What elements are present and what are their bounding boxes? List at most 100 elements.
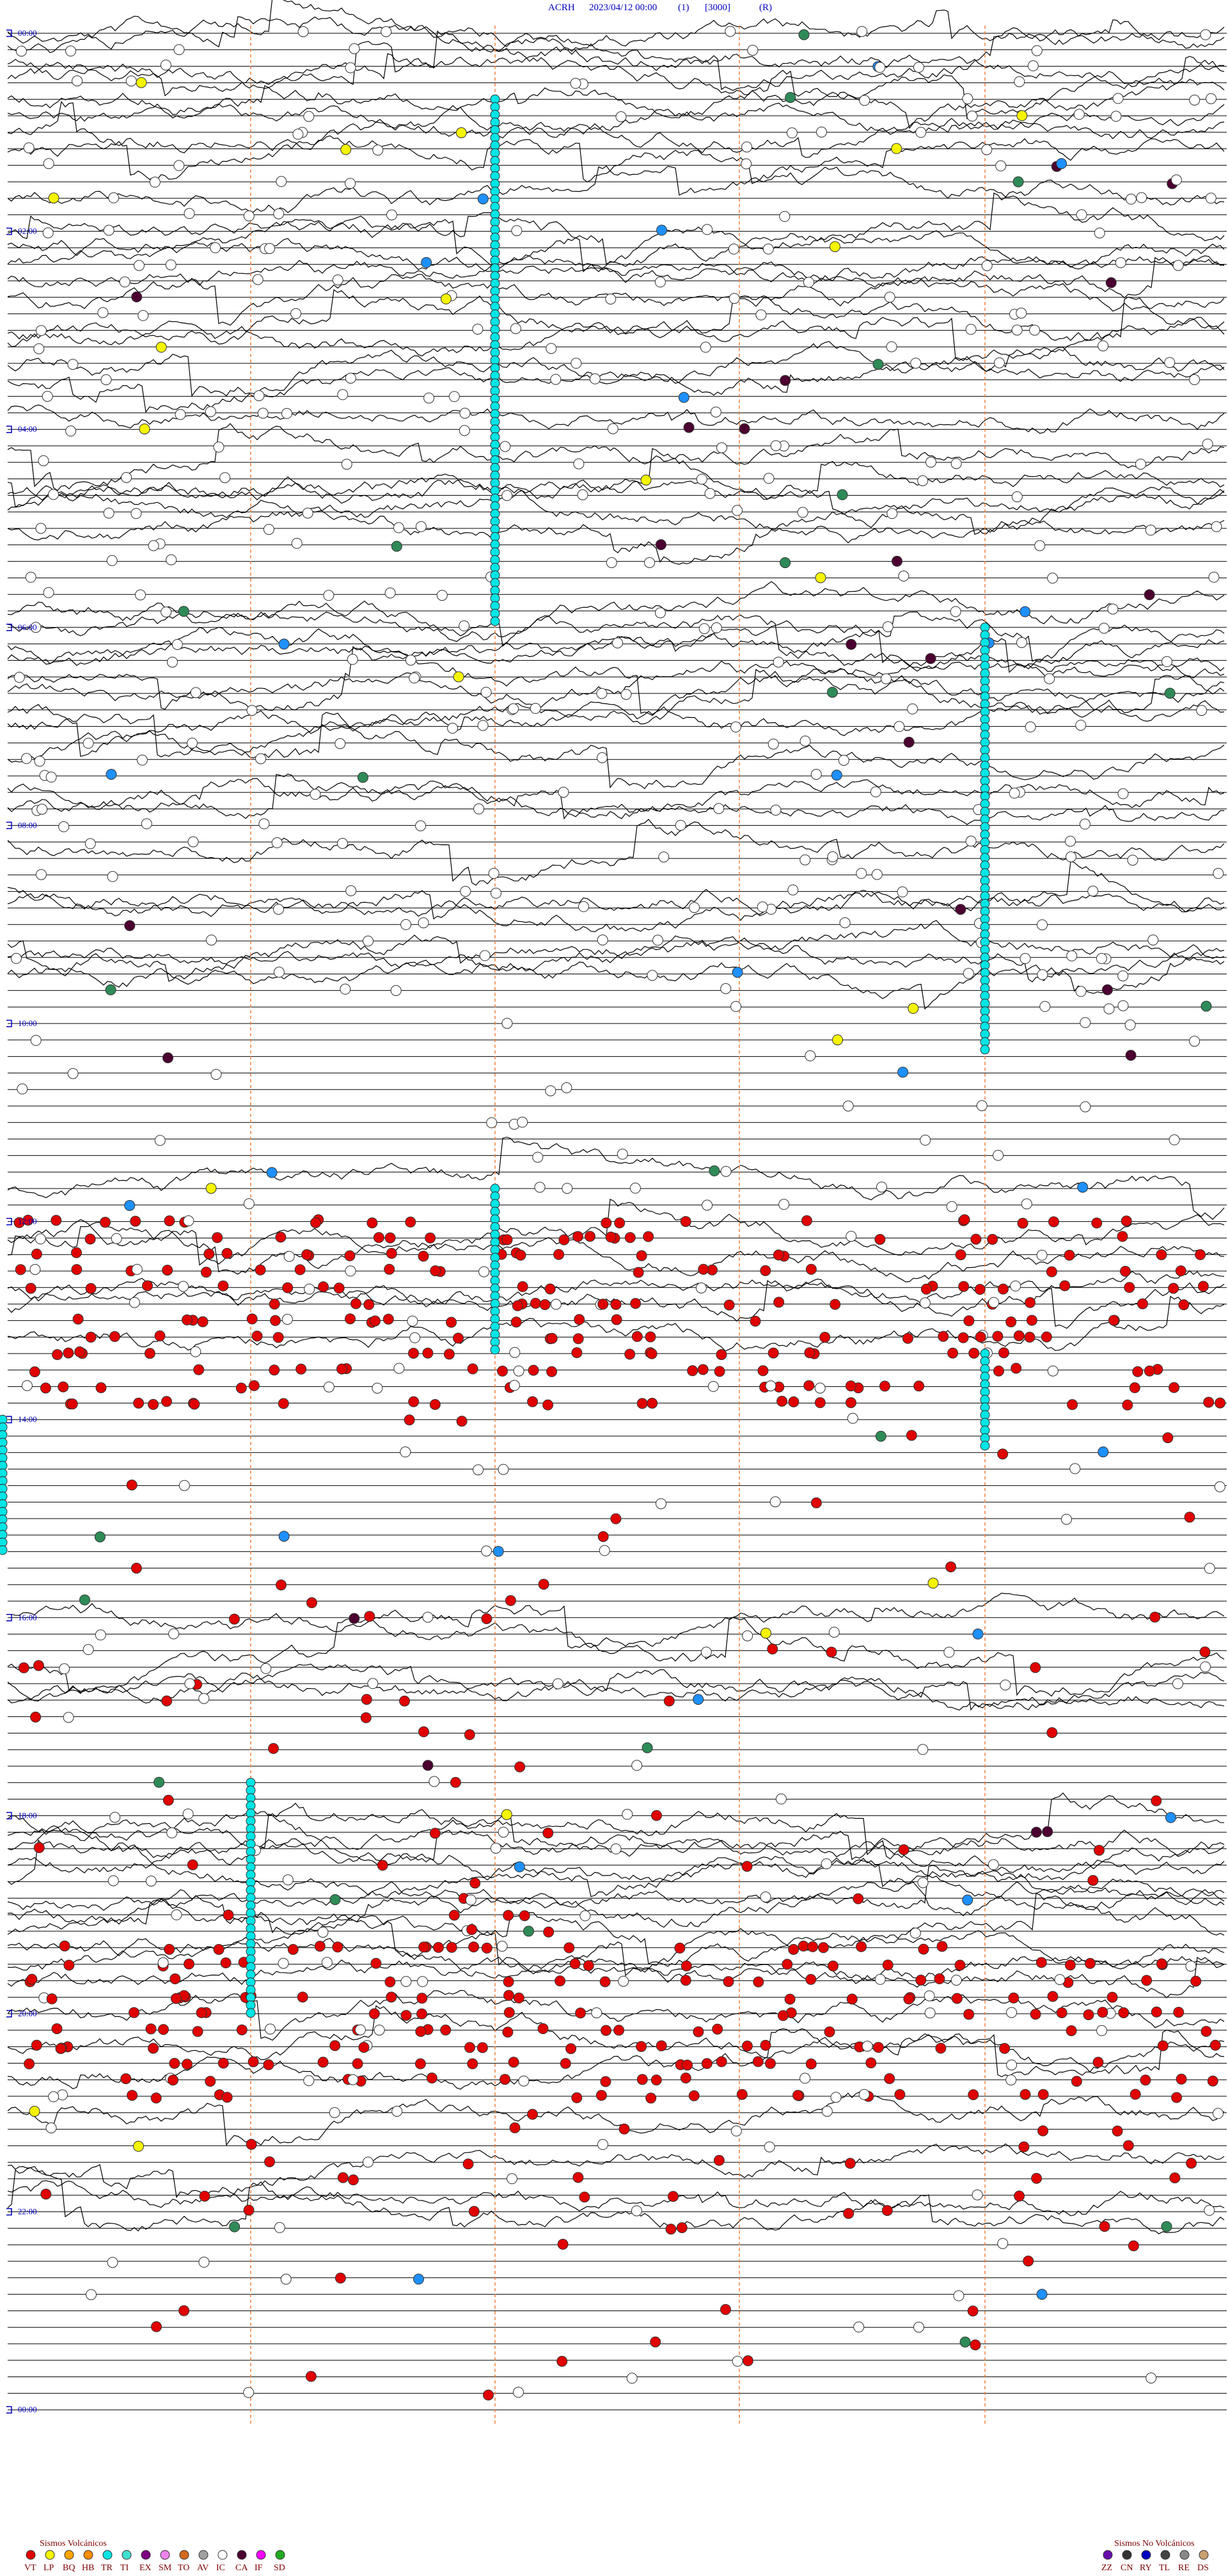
legend-dot (179, 2550, 189, 2560)
event-dot (938, 1331, 949, 1342)
legend-code: LP (43, 2563, 54, 2573)
event-dot (571, 358, 582, 369)
event-dot (472, 324, 484, 335)
event-dot (363, 1299, 375, 1310)
event-dot (503, 2007, 515, 2018)
legend-code: SD (274, 2563, 285, 2573)
event-dot (599, 1976, 611, 1987)
legend-dot (45, 2550, 55, 2560)
event-dot (33, 1842, 45, 1853)
event-dot (345, 178, 356, 189)
event-dot (1046, 1727, 1058, 1739)
event-dot (182, 2058, 193, 2070)
legend-code: IC (216, 2563, 225, 2573)
event-dot (599, 1545, 610, 1556)
event-dot (488, 867, 500, 879)
event-dot (29, 1366, 40, 1377)
event-dot (697, 1364, 709, 1375)
time-marker (6, 2406, 12, 2414)
event-dot (909, 1927, 921, 1939)
event-dot (361, 1694, 372, 1705)
event-dot (243, 2204, 255, 2216)
event-dot (654, 276, 666, 288)
event-dot (828, 1627, 840, 1638)
event-dot (1132, 1366, 1144, 1377)
event-dot (106, 555, 118, 566)
event-dot (317, 1927, 329, 1938)
event-dot (562, 1183, 573, 1194)
event-dot (617, 1148, 628, 1160)
event-dot (976, 1100, 988, 1111)
event-dot (858, 2089, 870, 2100)
event-dot (732, 505, 743, 516)
event-dot (111, 1233, 122, 1244)
event-dot (121, 472, 132, 483)
event-dot (903, 736, 915, 748)
event-dot (663, 1695, 675, 1707)
event-dot (1056, 158, 1067, 170)
event-dot (303, 2075, 315, 2087)
event-dot (51, 1215, 62, 1226)
event-dot (837, 489, 848, 500)
event-dot (651, 1810, 662, 1821)
event-dot (1023, 2256, 1034, 2267)
event-dot (302, 507, 313, 519)
event-dot (714, 1366, 725, 1377)
event-dot (455, 127, 467, 138)
event-dot (636, 1250, 647, 1261)
event-dot (788, 1944, 799, 1955)
event-dot (539, 1299, 551, 1310)
event-dot (741, 2041, 753, 2051)
event-dot (1178, 1299, 1190, 1311)
event-dot (607, 423, 618, 434)
event-dot (700, 342, 711, 353)
legend-code: TO (178, 2563, 189, 2573)
seismic-trace (7, 1592, 1225, 1649)
event-dot (797, 507, 808, 518)
event-dot (192, 2026, 203, 2037)
event-dot (988, 1297, 1000, 1308)
event-dot (297, 1991, 308, 2003)
event-dot (817, 1942, 829, 1954)
event-dot (1076, 209, 1087, 221)
event-dot (1041, 1331, 1052, 1343)
event-dot (924, 1990, 935, 2002)
event-dot (954, 1959, 966, 1971)
event-dot (1096, 2025, 1108, 2036)
event-dot (36, 803, 48, 815)
event-dot (1018, 2141, 1030, 2153)
event-dot (107, 2257, 118, 2268)
event-dot (998, 1347, 1009, 1359)
event-dot (777, 2010, 789, 2021)
event-dot (828, 1960, 838, 1972)
seismic-trace (7, 612, 1225, 674)
event-dot (72, 75, 83, 86)
event-dot (947, 1347, 959, 1359)
event-dot (100, 1217, 111, 1228)
event-dot (1176, 2073, 1187, 2085)
event-dot (1067, 1399, 1078, 1410)
event-dot (219, 472, 231, 484)
event-dot (418, 917, 429, 929)
event-dot (1046, 1266, 1057, 1277)
event-dot (1203, 1396, 1215, 1408)
event-dot (178, 1281, 189, 1292)
event-dot (950, 1975, 962, 1986)
event-dot (161, 1396, 172, 1407)
event-dot (968, 1347, 980, 1359)
event-dot (357, 771, 368, 783)
legend-title: Sismos Volcánicos (40, 2539, 107, 2548)
event-dot (1091, 1217, 1103, 1229)
event-dot (886, 508, 898, 519)
event-dot (1066, 950, 1078, 961)
event-dot (585, 1231, 595, 1242)
event-dot (1009, 787, 1020, 799)
event-dot (698, 623, 710, 635)
event-dot (962, 93, 973, 104)
seismic-trace (7, 1839, 1225, 1899)
event-dot (503, 1909, 514, 1921)
event-dot (341, 459, 352, 470)
event-dot (946, 1201, 957, 1212)
event-dot (925, 653, 936, 664)
event-dot (618, 1975, 629, 1987)
